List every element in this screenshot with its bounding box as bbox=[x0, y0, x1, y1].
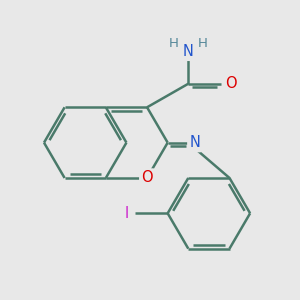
Text: H: H bbox=[169, 37, 178, 50]
Text: N: N bbox=[189, 135, 200, 150]
Text: N: N bbox=[183, 44, 194, 59]
Text: H: H bbox=[198, 37, 208, 50]
Text: I: I bbox=[125, 206, 129, 221]
Text: O: O bbox=[141, 170, 153, 185]
Text: O: O bbox=[225, 76, 237, 91]
